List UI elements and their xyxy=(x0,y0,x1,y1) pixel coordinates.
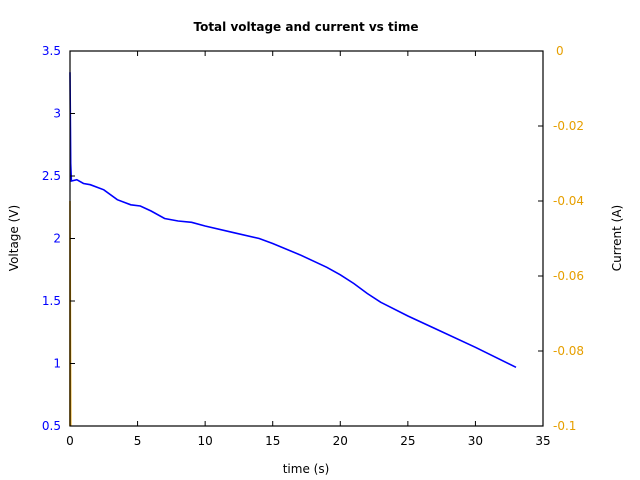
x-tick-label: 5 xyxy=(134,434,142,448)
y-tick-label: 2.5 xyxy=(42,169,61,183)
x-tick-label: 10 xyxy=(198,434,213,448)
y2-tick-label: -0.02 xyxy=(553,119,584,133)
y-tick-label: 1.5 xyxy=(42,294,61,308)
x-tick-label: 35 xyxy=(535,434,550,448)
x-tick-label: 0 xyxy=(66,434,74,448)
x-tick-label: 15 xyxy=(265,434,280,448)
y2-tick-label: -0.08 xyxy=(553,344,584,358)
y2-axis-ticks: -0.1 -0.08 -0.06 -0.04 -0.02 0 xyxy=(538,44,584,433)
x-axis-label: time (s) xyxy=(283,462,330,476)
x-tick-label: 20 xyxy=(333,434,348,448)
y-tick-label: 0.5 xyxy=(42,419,61,433)
y-tick-label: 3 xyxy=(53,107,61,121)
y-tick-label: 1 xyxy=(53,357,61,371)
voltage-line xyxy=(69,72,517,369)
y-tick-label: 3.5 xyxy=(42,44,61,58)
x-tick-label: 30 xyxy=(468,434,483,448)
chart-title: Total voltage and current vs time xyxy=(193,20,418,34)
x-tick-label: 25 xyxy=(400,434,415,448)
y2-tick-label: -0.06 xyxy=(553,269,584,283)
y-axis-label: Voltage (V) xyxy=(7,205,21,271)
y2-axis-label: Current (A) xyxy=(610,205,624,271)
plot-frame xyxy=(69,50,544,427)
y-axis-ticks: 0.5 1 1.5 2 2.5 3 3.5 xyxy=(42,44,75,433)
y2-tick-label: -0.1 xyxy=(553,419,576,433)
y2-tick-label: -0.04 xyxy=(553,194,584,208)
x-axis-ticks: 0 5 10 15 20 25 30 35 xyxy=(66,51,551,448)
y-tick-label: 2 xyxy=(53,232,61,246)
plot-area xyxy=(69,50,544,427)
y2-tick-label: 0 xyxy=(556,44,564,58)
